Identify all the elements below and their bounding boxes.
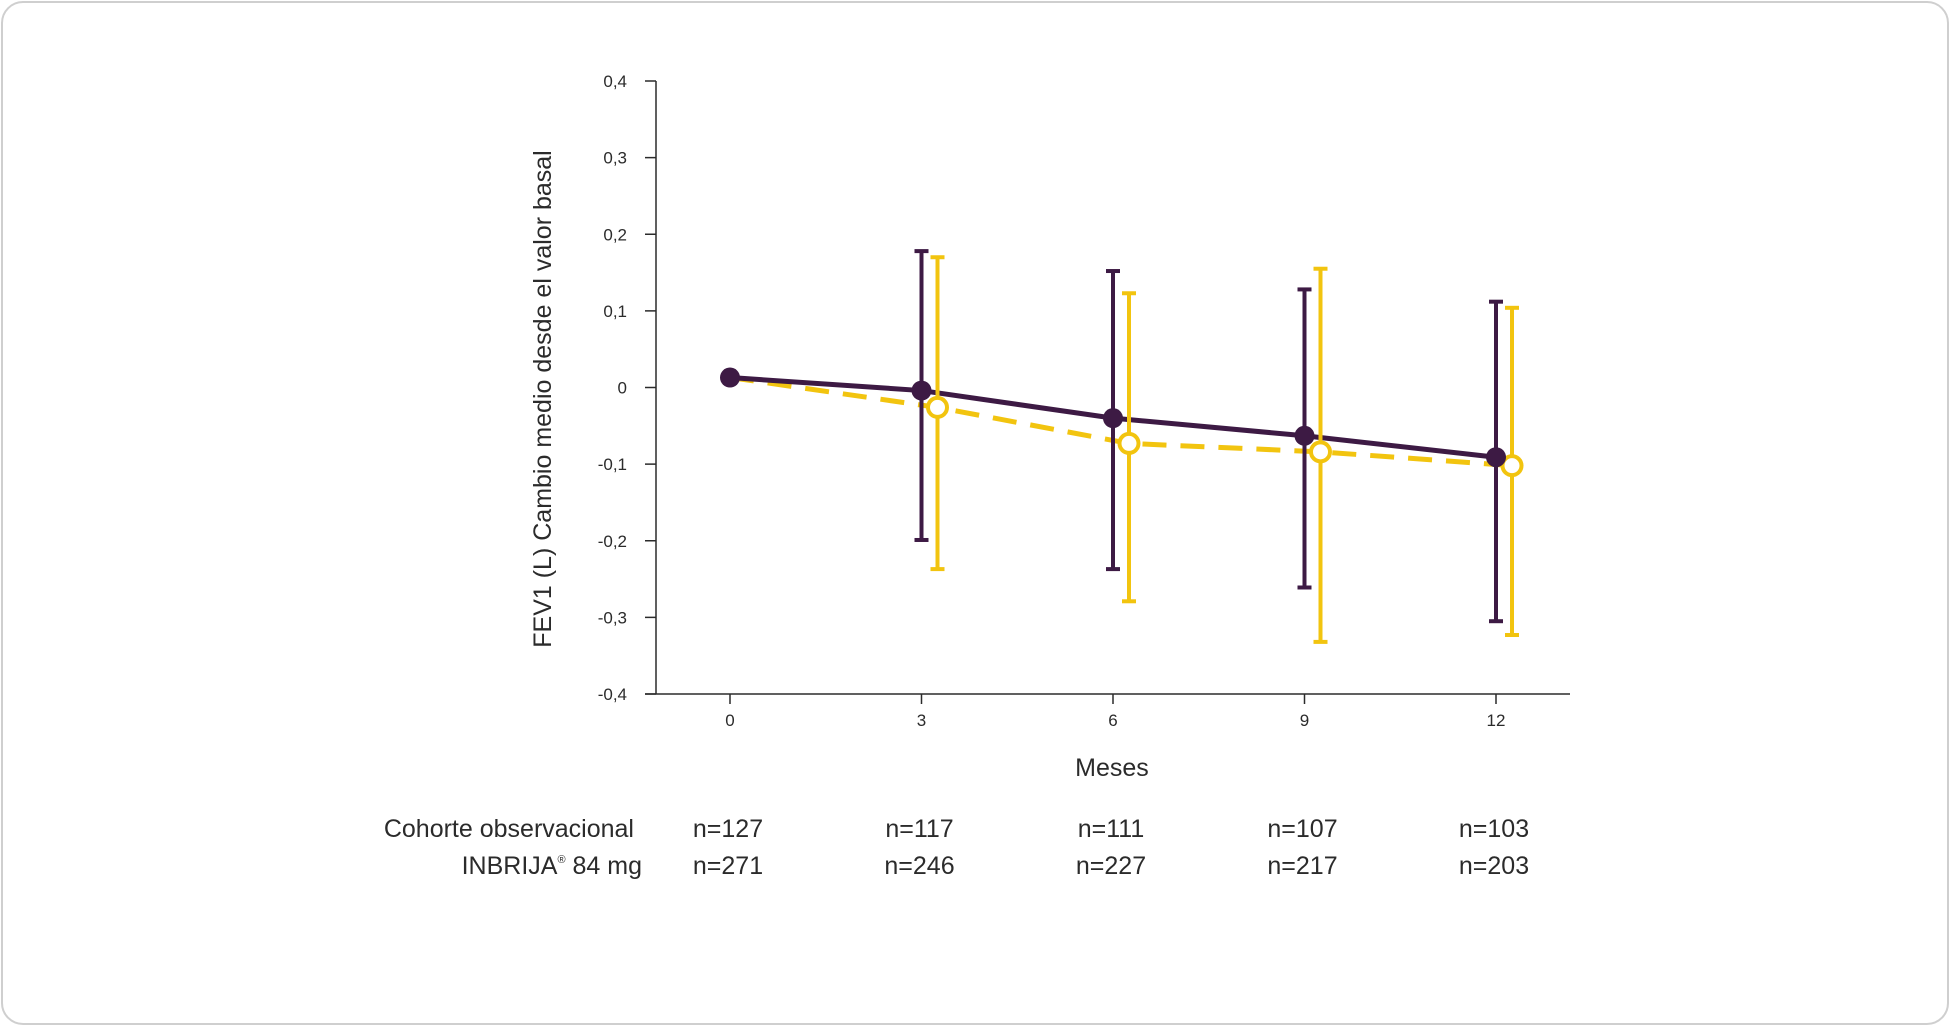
- inbrija-name: INBRIJA: [462, 852, 558, 880]
- n-cell: n=271: [693, 852, 763, 880]
- point-inbrija: [1500, 454, 1524, 478]
- x-tick-label: 0: [725, 711, 734, 730]
- row-label-observational: Cohorte observacional: [384, 815, 634, 843]
- n-cell: n=227: [1076, 852, 1146, 880]
- x-ticks: 0 3 6 9 12: [725, 694, 1505, 730]
- y-ticks: 0,4 0,3 0,2 0,1 0 -0,1 -0,2 -0,3 -0,4: [598, 72, 656, 704]
- error-bars: [914, 249, 1519, 644]
- y-tick-label: 0,2: [603, 225, 627, 244]
- row-label-inbrija: INBRIJA® 84 mg: [462, 852, 642, 880]
- point-observational: [1294, 425, 1315, 446]
- x-tick-label: 3: [917, 711, 926, 730]
- y-tick-label: -0,4: [598, 685, 627, 704]
- point-observational: [1103, 408, 1123, 429]
- n-cell: n=117: [885, 815, 953, 843]
- n-cell: n=107: [1267, 815, 1337, 843]
- n-cell: n=103: [1459, 815, 1529, 843]
- point-inbrija: [926, 395, 949, 419]
- y-tick-label: -0,1: [598, 455, 627, 474]
- n-cell: n=203: [1459, 852, 1529, 880]
- y-tick-label: 0,4: [603, 72, 627, 91]
- y-axis-title: FEV1 (L) Cambio medio desde el valor bas…: [529, 150, 557, 647]
- point-observational: [1486, 447, 1506, 468]
- n-cell: n=246: [884, 852, 954, 880]
- x-tick-label: 9: [1300, 711, 1309, 730]
- x-tick-label: 6: [1108, 711, 1117, 730]
- point-observational: [720, 367, 740, 388]
- data-points: [720, 367, 1524, 478]
- point-inbrija: [1117, 431, 1141, 455]
- y-tick-label: -0,3: [598, 608, 627, 627]
- series-line-inbrija: [729, 375, 1513, 469]
- dose-label: 84 mg: [566, 852, 642, 880]
- n-cell: n=111: [1078, 815, 1145, 843]
- n-table: Cohorte observacional INBRIJA® 84 mg n=1…: [384, 815, 1529, 880]
- y-tick-label: 0: [618, 379, 627, 398]
- y-tick-label: 0,1: [603, 302, 627, 321]
- n-cell: n=217: [1267, 852, 1337, 880]
- point-observational: [911, 380, 932, 401]
- y-tick-label: -0,2: [598, 532, 627, 551]
- registered-mark: ®: [557, 854, 565, 866]
- point-inbrija: [1309, 440, 1332, 464]
- x-axis-title: Meses: [1075, 754, 1149, 782]
- x-tick-label: 12: [1487, 711, 1506, 730]
- n-cell: n=127: [693, 815, 763, 843]
- y-tick-label: 0,3: [603, 149, 627, 168]
